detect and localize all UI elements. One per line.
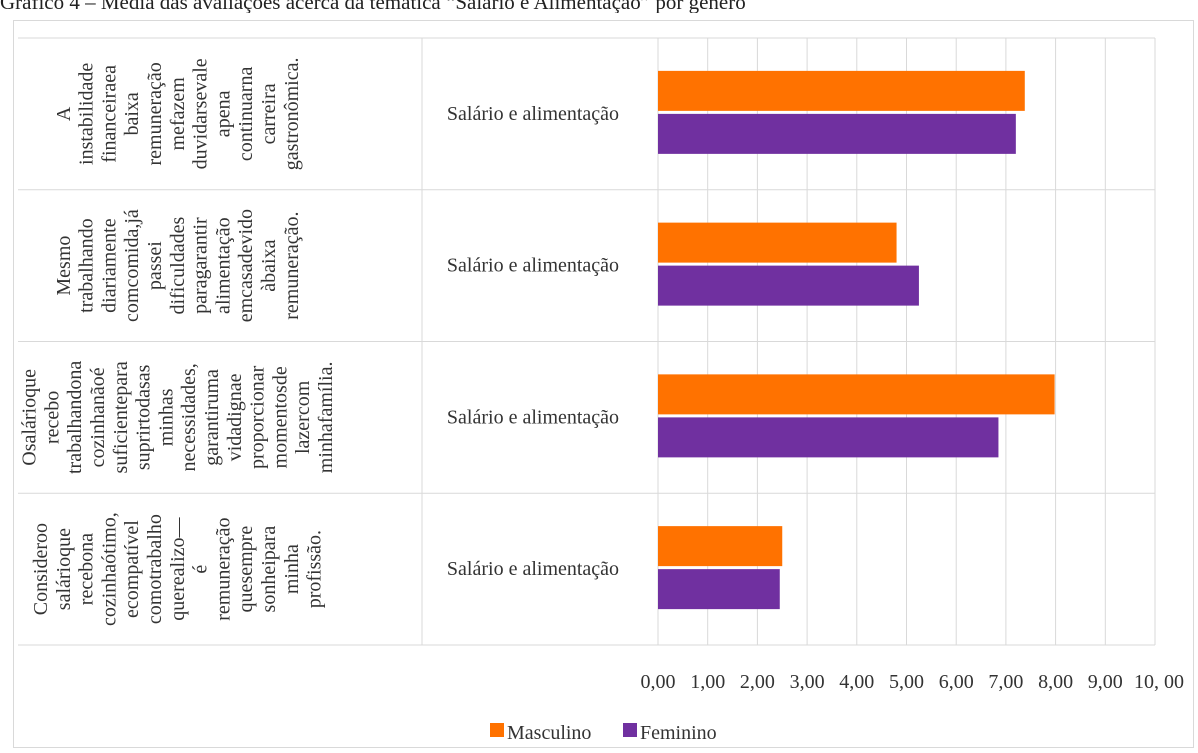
statement-line-2-2: trabalhandona xyxy=(64,361,86,474)
x-tick-label-6: 6,00 xyxy=(939,671,974,693)
statement-line-2-3: cozinhanãoé xyxy=(87,367,109,467)
statement-line-2-9: vidadignae xyxy=(224,373,246,461)
legend-swatch-masculino xyxy=(490,723,504,737)
statement-line-0-4: remuneração xyxy=(144,62,166,165)
bar-feminino-2 xyxy=(658,417,999,458)
statement-line-2-0: Osalárioque xyxy=(19,369,41,466)
x-tick-label-4: 4,00 xyxy=(839,671,874,693)
statement-line-3-9: quesempre xyxy=(235,526,257,613)
statement-line-1-9: àbaixa xyxy=(258,239,280,291)
x-tick-label-3: 3,00 xyxy=(790,671,825,693)
statement-line-0-0: A xyxy=(53,106,75,121)
statement-line-3-1: salárioque xyxy=(53,528,75,610)
statement-line-3-2: recebona xyxy=(76,533,98,605)
statement-line-3-8: remuneração xyxy=(212,517,234,620)
legend-label-masculino: Masculino xyxy=(507,722,591,744)
bar-feminino-1 xyxy=(658,265,919,306)
statement-line-0-3: baixa xyxy=(121,92,143,135)
statement-line-0-2: financeiraea xyxy=(98,65,120,163)
x-tick-label-2: 2,00 xyxy=(740,671,775,693)
statement-line-2-10: proporcionar xyxy=(247,365,269,469)
statement-line-2-5: suprirtodasas xyxy=(133,364,155,470)
statement-line-1-7: alimentação xyxy=(212,217,234,314)
statement-line-3-6: querealizo— xyxy=(167,516,189,620)
x-tick-label-7: 7,00 xyxy=(988,671,1023,693)
statement-line-3-4: ecompatível xyxy=(121,520,143,618)
statement-line-0-1: instabilidade xyxy=(76,63,98,165)
chart-title: Gráfico 4 – Média das avaliações acerca … xyxy=(0,0,746,13)
category-label-0: Salário e alimentação xyxy=(447,103,619,125)
statement-line-2-6: minhas xyxy=(155,388,177,446)
bar-masculino-3 xyxy=(658,526,783,567)
statement-line-1-8: emcasadevido xyxy=(235,209,257,322)
statement-line-2-12: lazercom xyxy=(292,380,314,454)
statement-line-1-2: diariamente xyxy=(98,218,120,313)
chart-frame xyxy=(13,20,1194,748)
statement-line-3-7: é xyxy=(190,565,212,574)
statement-line-1-10: remuneração. xyxy=(281,211,303,319)
statement-line-2-13: minhafamília. xyxy=(315,362,337,474)
statement-line-1-4: passei xyxy=(144,241,166,290)
legend-label-feminino: Feminino xyxy=(640,722,717,744)
statement-line-0-5: mefazem xyxy=(167,77,189,151)
bar-masculino-0 xyxy=(658,70,1025,111)
bar-feminino-3 xyxy=(658,569,780,610)
bar-masculino-2 xyxy=(658,374,1055,415)
statement-line-2-8: garantiruma xyxy=(201,369,223,466)
x-tick-label-9: 9,00 xyxy=(1088,671,1123,693)
statement-line-3-10: sonheipara xyxy=(258,526,280,613)
statement-line-0-6: duvidarsevale xyxy=(190,58,212,169)
statement-line-3-3: cozinhaótimo, xyxy=(98,512,120,626)
statement-line-2-11: momentosde xyxy=(269,366,291,468)
statement-line-1-6: paragarantir xyxy=(190,217,212,314)
statement-line-0-9: carreira xyxy=(258,83,280,144)
statement-line-3-12: profissão. xyxy=(304,530,326,608)
x-tick-label-5: 5,00 xyxy=(889,671,924,693)
statement-line-2-7: necessidades, xyxy=(178,363,200,471)
statement-line-2-4: suficientepara xyxy=(110,361,132,473)
statement-line-1-5: dificuldades xyxy=(167,217,189,315)
statement-line-2-1: recebo xyxy=(41,391,63,444)
statement-line-3-5: comotrabalho xyxy=(144,514,166,624)
statement-line-1-1: trabalhando xyxy=(76,218,98,312)
x-tick-label-0: 0,00 xyxy=(641,671,676,693)
category-label-3: Salário e alimentação xyxy=(447,558,619,580)
x-tick-label-10: 10, 00 xyxy=(1134,671,1184,693)
category-label-1: Salário e alimentação xyxy=(447,255,619,277)
bar-feminino-0 xyxy=(658,113,1016,154)
statement-line-3-11: minha xyxy=(281,544,303,594)
statement-line-0-8: continuarna xyxy=(235,67,257,162)
statement-line-1-0: Mesmo xyxy=(53,236,75,296)
x-tick-label-8: 8,00 xyxy=(1038,671,1073,693)
statement-line-0-7: apena xyxy=(212,90,234,137)
statement-line-1-3: comcomida,já xyxy=(121,209,143,322)
statement-line-3-0: Consideroo xyxy=(30,523,52,615)
statement-line-0-10: gastronômica. xyxy=(281,58,303,171)
category-label-2: Salário e alimentação xyxy=(447,406,619,428)
bar-masculino-1 xyxy=(658,222,897,263)
legend-swatch-feminino xyxy=(623,723,637,737)
x-tick-label-1: 1,00 xyxy=(690,671,725,693)
